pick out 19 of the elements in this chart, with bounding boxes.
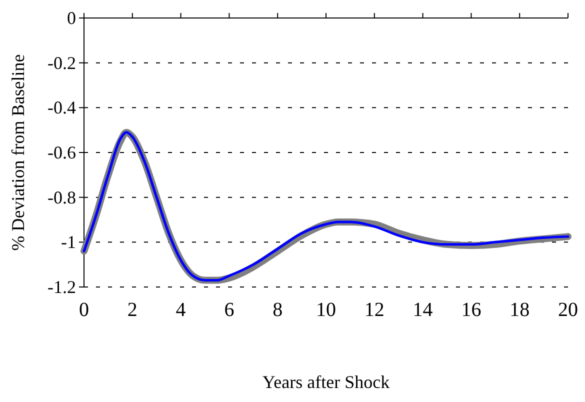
y-tick-label: -1 — [61, 232, 76, 252]
y-tick-label: -0.2 — [48, 52, 76, 73]
x-tick-label: 12 — [364, 299, 384, 321]
x-tick-label: 8 — [272, 299, 283, 321]
y-axis-title: % Deviation from Baseline — [8, 54, 28, 251]
y-tick-label: 0 — [67, 8, 76, 28]
x-tick-label: 2 — [127, 299, 138, 321]
x-tick-label: 18 — [510, 299, 530, 321]
x-tick-label: 20 — [558, 299, 578, 321]
y-tick-label: -0.4 — [48, 98, 76, 118]
x-tick-label: 16 — [461, 299, 482, 321]
x-tick-label: 4 — [176, 299, 186, 321]
x-tick-label: 6 — [224, 299, 234, 321]
x-axis-title: Years after Shock — [262, 372, 390, 392]
x-tick-label: 10 — [316, 299, 336, 321]
x-tick-label: 14 — [412, 299, 433, 321]
y-tick-label: -0.8 — [48, 187, 76, 208]
y-tick-label: -0.6 — [48, 142, 76, 162]
y-tick-label: -1.2 — [48, 277, 76, 297]
